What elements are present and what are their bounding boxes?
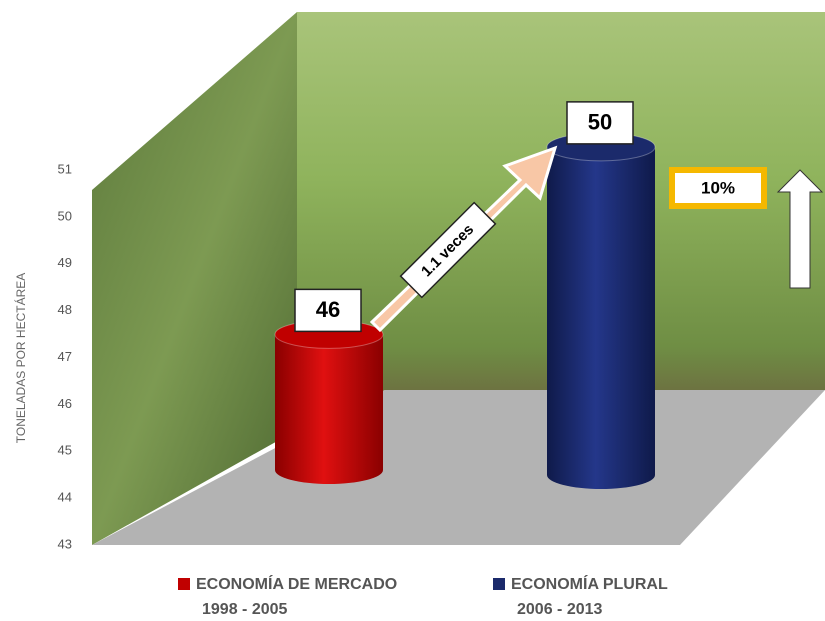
legend-label: ECONOMÍA PLURAL xyxy=(511,574,668,593)
y-tick-label: 51 xyxy=(58,161,72,176)
value-label: 50 xyxy=(588,110,612,135)
value-label-box xyxy=(566,101,634,145)
legend-label: ECONOMÍA DE MERCADO xyxy=(196,574,397,593)
value-label-box xyxy=(294,288,362,333)
y-tick-label: 50 xyxy=(58,208,72,223)
annotation-box xyxy=(399,201,497,299)
left-wall xyxy=(92,12,297,545)
y-tick-label: 43 xyxy=(58,536,72,551)
bar-body xyxy=(547,146,655,489)
y-axis-label: TONELADAS POR HECTÁREA xyxy=(13,273,28,443)
value-label: 46 xyxy=(316,297,340,322)
y-tick-label: 49 xyxy=(58,255,72,270)
bar-body xyxy=(275,334,383,484)
y-tick-label: 46 xyxy=(58,396,72,411)
legend-swatch xyxy=(493,578,505,590)
y-tick-label: 44 xyxy=(58,490,72,505)
x-tick-label: 1998 - 2005 xyxy=(202,601,288,618)
bar xyxy=(274,319,384,484)
y-tick-label: 47 xyxy=(58,349,72,364)
legend-swatch xyxy=(178,578,190,590)
annotation-box xyxy=(669,167,767,209)
annotation: 10% xyxy=(701,178,735,197)
up-arrow xyxy=(776,169,824,289)
x-tick-label: 2006 - 2013 xyxy=(517,601,603,618)
y-tick-label: 48 xyxy=(58,302,72,317)
bar xyxy=(546,132,656,489)
y-tick-label: 45 xyxy=(58,443,72,458)
